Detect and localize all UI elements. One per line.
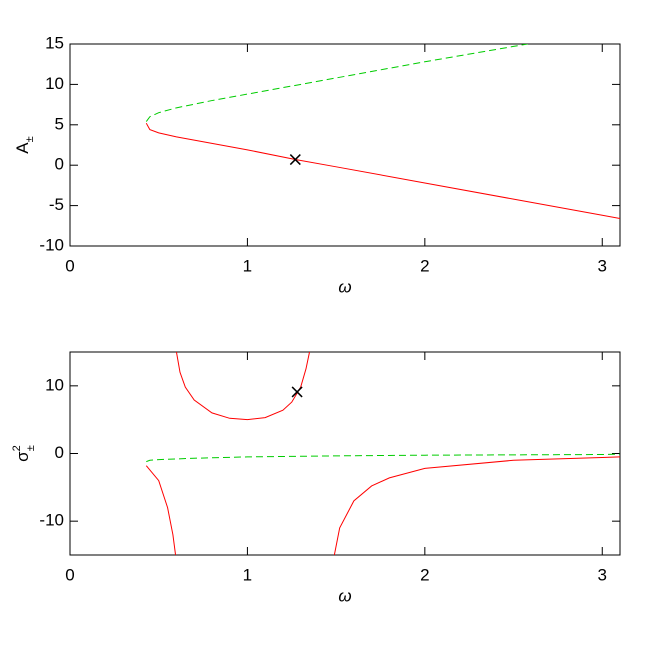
x-tick-label: 3 xyxy=(598,256,607,275)
x-tick-label: 1 xyxy=(243,256,252,275)
x-tick-label: 2 xyxy=(420,256,429,275)
x-tick-label: 2 xyxy=(420,565,429,584)
point-marker xyxy=(289,154,301,166)
y-tick-label: -5 xyxy=(49,195,64,214)
y-tick-label: 5 xyxy=(55,114,64,133)
y-tick-label: -10 xyxy=(39,235,64,254)
series-line xyxy=(145,352,620,555)
plot: 0 1 2 3 -10 -5 0 5 10 15 ω A± xyxy=(13,33,621,296)
series-line xyxy=(146,453,620,463)
y-label-sub: ± xyxy=(24,136,36,142)
y-axis-label: A± xyxy=(13,136,35,153)
x-axis-label: ω xyxy=(338,277,351,296)
y-tick-label: 0 xyxy=(55,443,64,462)
y-label-sup: 2 xyxy=(11,445,23,451)
x-tick-label: 1 xyxy=(243,565,252,584)
y-tick-label: 15 xyxy=(45,33,64,52)
y-tick-label: 10 xyxy=(45,74,64,93)
x-axis-label: ω xyxy=(338,586,351,605)
point-marker xyxy=(291,386,303,398)
series-line xyxy=(145,44,528,122)
y-tick-label: 10 xyxy=(45,375,64,394)
series-line xyxy=(145,122,620,220)
y-label-sub: ± xyxy=(25,445,37,451)
axes-frame xyxy=(69,43,621,247)
x-tick-label: 0 xyxy=(65,565,74,584)
y-axis-label: σ2 ± xyxy=(11,445,37,462)
x-tick-label: 3 xyxy=(598,565,607,584)
y-label-base: σ xyxy=(13,451,32,462)
y-tick-label: -10 xyxy=(39,511,64,530)
x-tick-label: 0 xyxy=(65,256,74,275)
axes-frame xyxy=(69,351,621,556)
y-tick-label: 0 xyxy=(55,155,64,174)
y-label-base: A xyxy=(13,142,32,154)
